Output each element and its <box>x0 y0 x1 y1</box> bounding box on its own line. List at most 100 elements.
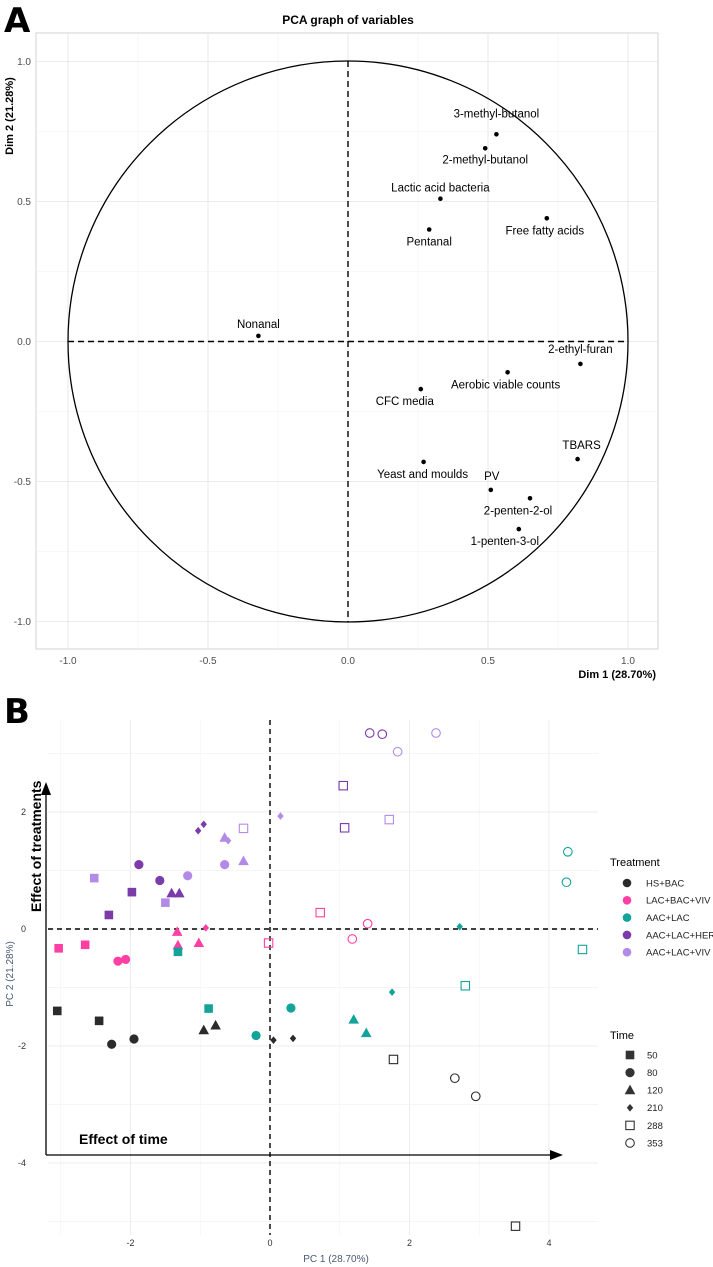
sample-point <box>388 988 396 996</box>
x-tick-label: 0.5 <box>481 656 495 667</box>
variable-point <box>544 216 550 221</box>
sample-point <box>364 728 375 738</box>
sample-point <box>54 944 63 953</box>
sample-point <box>263 938 274 948</box>
sample-point <box>315 907 325 918</box>
time-legend-label: 50 <box>647 1050 658 1061</box>
legends: Treatment Time HS+BAC LAC+BAC+VIV AAC+LAC A… <box>610 857 713 1149</box>
sample-point <box>107 1039 117 1049</box>
x-axis-title: Dim 1 (28.70%) <box>578 669 656 681</box>
variable-point <box>256 333 261 339</box>
time-legend-key <box>625 1068 635 1078</box>
y-axis-title: PC 2 (21.28%) <box>5 941 16 1007</box>
variable-point <box>494 132 499 137</box>
sample-point <box>238 823 249 834</box>
panel-letter-a: A <box>4 1 31 41</box>
sample-point <box>577 944 588 955</box>
time-legend-key <box>626 1104 634 1112</box>
sample-point <box>52 1006 62 1016</box>
x-tick-label: 4 <box>546 1238 551 1248</box>
treatment-legend-key <box>622 896 632 905</box>
variable-label: TBARS <box>562 440 601 452</box>
x-tick-labels: -1.0 -0.5 0.0 0.5 1.0 <box>59 656 635 667</box>
variable-label: Lactic acid bacteria <box>391 183 490 195</box>
sample-point <box>174 887 185 898</box>
treatment-legend-label: AAC+LAC+HER <box>646 930 713 941</box>
y-tick-label: -0.5 <box>14 477 32 488</box>
sample-point <box>348 1014 359 1024</box>
sample-point <box>161 898 170 907</box>
x-tick-label: -0.5 <box>199 656 217 667</box>
x-axis-title: PC 1 (28.70%) <box>303 1254 369 1265</box>
variable-label: Pentanal <box>406 237 451 249</box>
sample-point <box>80 940 90 950</box>
variable-label: Aerobic viable counts <box>451 379 561 391</box>
sample-point <box>392 746 403 757</box>
sample-point <box>193 937 205 948</box>
variable-label: Nonanal <box>237 319 280 331</box>
y-tick-label: -2 <box>18 1041 26 1051</box>
sample-point <box>155 875 165 886</box>
variable-label: PV <box>484 471 500 483</box>
y-tick-labels: 2 0 -2 -4 <box>18 807 26 1168</box>
time-legend-title: Time <box>610 1030 634 1042</box>
variable-label: Yeast and moulds <box>377 469 468 481</box>
sample-point <box>210 1019 221 1030</box>
chart-title: PCA graph of variables <box>282 13 414 27</box>
grid <box>48 720 598 1235</box>
x-tick-label: -2 <box>126 1238 134 1248</box>
sample-point <box>202 924 210 932</box>
sample-point <box>104 910 114 920</box>
y-tick-label: 2 <box>21 807 26 817</box>
variable-point <box>527 496 533 501</box>
y-tick-label: -1.0 <box>14 617 32 628</box>
sample-point <box>204 1004 213 1013</box>
treatment-legend-label: AAC+LAC+VIV <box>646 948 711 959</box>
correlation-circle <box>67 60 629 623</box>
sample-point <box>456 922 463 931</box>
sample-point <box>129 1034 139 1044</box>
sample-point <box>277 812 284 820</box>
variable-point <box>488 487 494 493</box>
treatment-legend-label: AAC+LAC <box>646 913 690 924</box>
variable-points: 3-methyl-butanol 2-methyl-butanol Lactic a… <box>237 108 613 548</box>
sample-point <box>510 1221 521 1231</box>
sample-point <box>224 836 232 845</box>
variable-point <box>421 459 426 465</box>
panel-letter-b: B <box>4 692 30 732</box>
variable-label: 3-methyl-butanol <box>454 108 540 120</box>
y-axis-title: Dim 2 (21.28%) <box>4 77 16 155</box>
sample-point <box>198 1024 210 1035</box>
y-tick-label: 0 <box>21 924 26 934</box>
pca-samples-chart: B -2 0 2 4 2 0 -2 -4 Effect of time Effect of … <box>4 692 713 1265</box>
treatment-legend-label: LAC+BAC+VIV <box>646 896 711 907</box>
sample-point <box>127 887 137 897</box>
sample-point <box>460 980 471 991</box>
treatment-legend-title: Treatment <box>610 857 660 869</box>
sample-point <box>377 729 388 740</box>
variable-point <box>418 386 424 392</box>
sample-point <box>384 814 395 825</box>
x-tick-labels: -2 0 2 4 <box>126 1238 551 1248</box>
sample-points <box>52 728 588 1231</box>
x-tick-label: 0 <box>267 1238 272 1248</box>
sample-point <box>220 860 230 870</box>
time-legend-label: 80 <box>647 1068 658 1079</box>
time-legend-label: 353 <box>647 1138 663 1149</box>
sample-point <box>173 947 183 957</box>
time-legend-label: 210 <box>647 1103 663 1114</box>
y-tick-labels: 1.0 0.5 0.0 -0.5 -1.0 <box>14 57 32 628</box>
variable-label: 2-penten-2-ol <box>484 505 552 517</box>
time-legend-key <box>625 1050 635 1060</box>
variable-point <box>438 196 443 201</box>
sample-point <box>286 1003 296 1013</box>
x-tick-label: 2 <box>407 1238 412 1248</box>
variable-point <box>505 370 510 375</box>
sample-point <box>562 846 573 857</box>
sample-point <box>289 1034 297 1043</box>
variable-point <box>578 361 583 367</box>
variable-label: Free fatty acids <box>505 225 584 237</box>
time-legend-key <box>624 1084 636 1095</box>
treatment-legend-key <box>622 878 632 888</box>
sample-point <box>347 934 358 944</box>
